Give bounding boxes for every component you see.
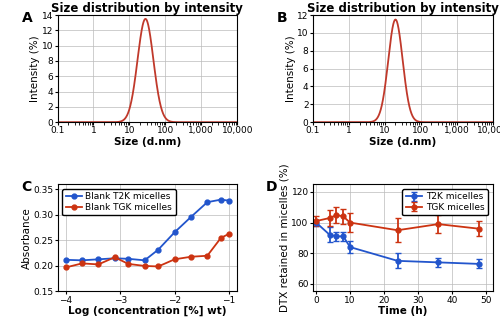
Blank TGK micelles xyxy=(79,261,85,265)
Blank T2K micelles xyxy=(142,258,148,262)
Y-axis label: Intensity (%): Intensity (%) xyxy=(30,35,40,102)
Blank TGK micelles xyxy=(126,262,132,266)
Blank T2K micelles xyxy=(112,256,117,260)
Blank TGK micelles xyxy=(218,236,224,240)
Blank T2K micelles xyxy=(218,198,224,202)
Text: D: D xyxy=(266,180,278,194)
Title: Size distribution by intensity: Size distribution by intensity xyxy=(52,2,244,15)
Text: C: C xyxy=(22,180,32,194)
Blank TGK micelles xyxy=(226,232,232,236)
Blank T2K micelles xyxy=(188,215,194,219)
Blank TGK micelles xyxy=(62,265,68,269)
Blank TGK micelles xyxy=(96,262,102,266)
Blank TGK micelles xyxy=(188,255,194,259)
Text: A: A xyxy=(22,11,32,25)
Blank T2K micelles xyxy=(96,257,102,261)
X-axis label: Time (h): Time (h) xyxy=(378,306,428,316)
X-axis label: Size (d.nm): Size (d.nm) xyxy=(114,137,181,147)
Blank T2K micelles xyxy=(172,230,177,234)
Y-axis label: DTX retained in micelles (%): DTX retained in micelles (%) xyxy=(280,163,290,312)
Legend: Blank T2K micelles, Blank TGK micelles: Blank T2K micelles, Blank TGK micelles xyxy=(62,189,176,215)
Blank T2K micelles xyxy=(62,258,68,262)
Line: Blank TGK micelles: Blank TGK micelles xyxy=(63,231,232,270)
Y-axis label: Intensity (%): Intensity (%) xyxy=(286,35,296,102)
Blank T2K micelles xyxy=(156,248,162,252)
Blank TGK micelles xyxy=(112,255,117,259)
X-axis label: Size (d.nm): Size (d.nm) xyxy=(369,137,436,147)
X-axis label: Log (concentration [%] wt): Log (concentration [%] wt) xyxy=(68,306,226,316)
Blank TGK micelles xyxy=(172,257,177,261)
Title: Size distribution by intensity: Size distribution by intensity xyxy=(306,2,498,15)
Blank T2K micelles xyxy=(204,200,210,204)
Text: B: B xyxy=(277,11,287,25)
Line: Blank T2K micelles: Blank T2K micelles xyxy=(63,197,232,263)
Blank T2K micelles xyxy=(226,199,232,203)
Blank TGK micelles xyxy=(156,264,162,268)
Blank T2K micelles xyxy=(79,258,85,262)
Blank T2K micelles xyxy=(126,257,132,261)
Y-axis label: Absorbance: Absorbance xyxy=(22,207,32,269)
Blank TGK micelles xyxy=(204,254,210,258)
Legend: T2K micelles, TGK micelles: T2K micelles, TGK micelles xyxy=(402,189,488,215)
Blank TGK micelles xyxy=(142,264,148,268)
